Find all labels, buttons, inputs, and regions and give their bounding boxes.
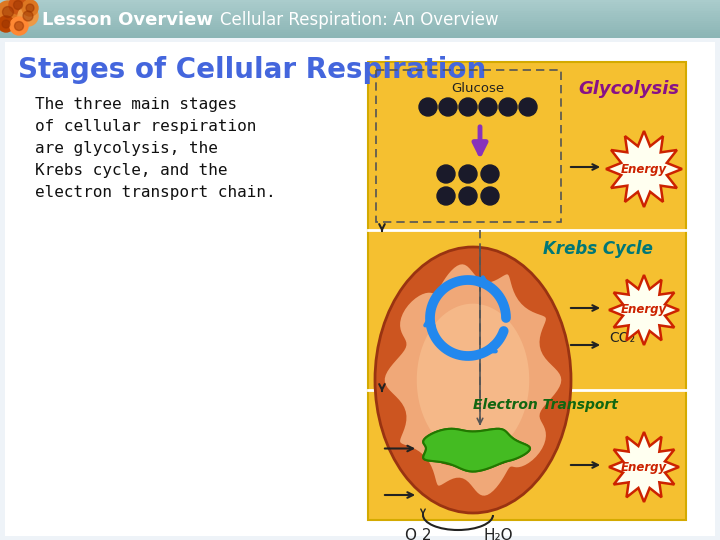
Circle shape	[14, 22, 24, 30]
Text: Electron Transport: Electron Transport	[473, 398, 618, 412]
Polygon shape	[423, 429, 530, 471]
Circle shape	[18, 6, 38, 26]
Circle shape	[459, 165, 477, 183]
Polygon shape	[384, 263, 562, 497]
Bar	[0, 21, 720, 23]
Circle shape	[2, 6, 14, 17]
Text: Krebs Cycle: Krebs Cycle	[543, 240, 653, 258]
Bar	[0, 19, 720, 21]
Bar	[376, 70, 561, 222]
Circle shape	[22, 0, 38, 16]
Circle shape	[437, 187, 455, 205]
Circle shape	[26, 4, 34, 12]
Bar	[0, 29, 720, 30]
Bar	[0, 17, 720, 19]
Text: Glycolysis: Glycolysis	[578, 80, 679, 98]
Bar	[0, 2, 720, 4]
Circle shape	[9, 0, 27, 14]
Text: O 2: O 2	[405, 529, 431, 540]
Text: of cellular respiration: of cellular respiration	[35, 119, 256, 134]
Bar	[0, 23, 720, 25]
Circle shape	[519, 98, 537, 116]
Bar	[0, 6, 720, 8]
Text: electron transport chain.: electron transport chain.	[35, 185, 276, 200]
Text: H₂O: H₂O	[483, 529, 513, 540]
Bar	[0, 26, 720, 29]
Text: are glycolysis, the: are glycolysis, the	[35, 141, 218, 156]
Polygon shape	[423, 429, 530, 471]
Bar	[0, 15, 720, 17]
Polygon shape	[609, 432, 679, 502]
Bar	[0, 8, 720, 10]
Polygon shape	[609, 275, 679, 345]
Ellipse shape	[375, 247, 571, 513]
Ellipse shape	[433, 446, 513, 468]
Bar	[0, 36, 720, 38]
Circle shape	[479, 98, 497, 116]
Bar	[0, 30, 720, 32]
Bar	[0, 11, 720, 14]
Circle shape	[499, 98, 517, 116]
Circle shape	[481, 187, 499, 205]
Text: Energy: Energy	[621, 163, 667, 176]
Circle shape	[437, 165, 455, 183]
Bar	[0, 0, 720, 2]
Circle shape	[459, 98, 477, 116]
Bar	[0, 14, 720, 15]
Circle shape	[14, 1, 22, 10]
Circle shape	[419, 98, 437, 116]
Circle shape	[481, 165, 499, 183]
Circle shape	[459, 187, 477, 205]
Bar	[0, 10, 720, 11]
Polygon shape	[606, 131, 682, 207]
Text: The three main stages: The three main stages	[35, 97, 237, 112]
Polygon shape	[417, 303, 529, 456]
Text: Cellular Respiration: An Overview: Cellular Respiration: An Overview	[220, 11, 499, 29]
Circle shape	[439, 98, 457, 116]
Bar	[0, 25, 720, 26]
Text: Lesson Overview: Lesson Overview	[42, 11, 213, 29]
Text: Energy: Energy	[621, 461, 667, 474]
Text: CO₂: CO₂	[609, 331, 635, 345]
Text: Energy: Energy	[621, 303, 667, 316]
Text: Stages of Cellular Respiration: Stages of Cellular Respiration	[18, 56, 486, 84]
Text: Glucose: Glucose	[451, 82, 505, 94]
Bar	[0, 4, 720, 6]
Bar	[0, 34, 720, 36]
Circle shape	[10, 17, 28, 35]
Text: Krebs cycle, and the: Krebs cycle, and the	[35, 163, 228, 178]
Circle shape	[23, 11, 33, 21]
Bar	[368, 62, 686, 520]
Circle shape	[0, 1, 19, 23]
Circle shape	[2, 20, 10, 28]
Bar	[0, 32, 720, 34]
Circle shape	[0, 16, 14, 32]
